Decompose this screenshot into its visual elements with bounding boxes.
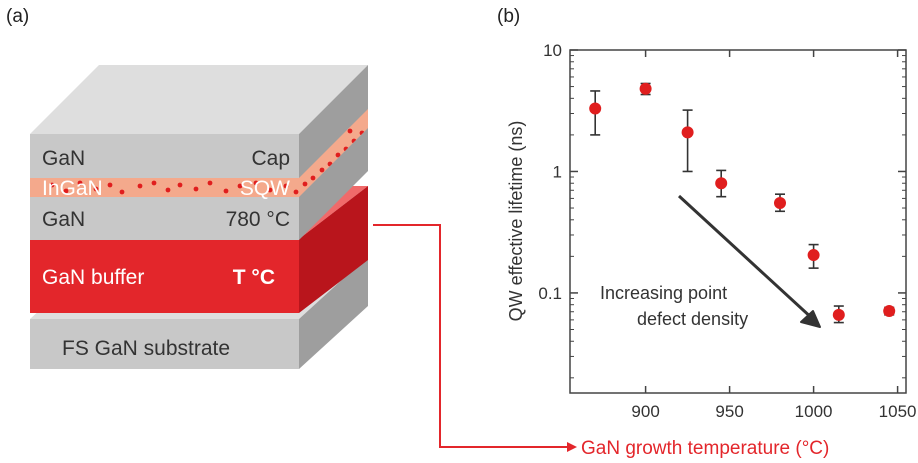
data-point — [832, 308, 845, 321]
qw-dot — [293, 189, 299, 195]
buffer-label: GaN buffer — [42, 266, 144, 289]
lifetime-chart: 900 950 1000 1050 0.1 1 10 QW effective lifeti… — [506, 41, 917, 459]
qw-dot — [237, 183, 243, 189]
qw-dot — [253, 180, 259, 186]
qw-dot — [137, 183, 143, 189]
cap-label: Cap — [251, 147, 290, 170]
panel-b-label: (b) — [497, 6, 520, 27]
qw-band — [30, 109, 368, 197]
y-tick-label: 1 — [553, 162, 562, 181]
barrier-material-label: GaN — [42, 208, 85, 231]
plot-frame — [569, 49, 907, 394]
qw-dot — [267, 187, 273, 193]
y-tick-label: 10 — [543, 41, 562, 60]
qw-dot — [165, 187, 171, 193]
qw-dot — [283, 183, 289, 189]
temperature-connector-arrow — [373, 224, 577, 452]
barrier-temperature-label: 780 °C — [226, 208, 290, 231]
qw-dot — [151, 180, 157, 186]
layer-stack-diagram: GaN Cap InGaN SQW GaN 780 °C GaN buffer … — [30, 65, 368, 369]
cap-material-label: GaN — [42, 147, 85, 170]
qw-dot — [335, 152, 341, 158]
x-tick-label: 900 — [631, 402, 659, 421]
qw-dot — [93, 186, 99, 192]
qw-dot — [319, 167, 325, 173]
data-point — [681, 126, 694, 139]
data-point — [589, 102, 602, 115]
x-tick-label: 950 — [715, 402, 743, 421]
annotation-line-2: defect density — [637, 309, 748, 329]
x-tick-label: 1050 — [879, 402, 917, 421]
x-axis-label: GaN growth temperature (°C) — [581, 438, 829, 459]
x-tick-label: 1000 — [795, 402, 833, 421]
data-point — [715, 177, 728, 190]
qw-dot — [310, 175, 316, 181]
panel-a-label: (a) — [6, 6, 29, 27]
substrate-label: FS GaN substrate — [62, 337, 230, 360]
qw-dot — [207, 180, 213, 186]
y-axis-label: QW effective lifetime (ns) — [506, 121, 526, 322]
data-point — [883, 304, 896, 317]
qw-dot — [77, 180, 83, 186]
qw-dot — [107, 182, 113, 188]
qw-dot — [302, 181, 308, 187]
data-points — [589, 82, 896, 324]
trend-arrow — [677, 194, 816, 322]
buffer-temperature-label: T °C — [233, 266, 275, 289]
y-tick-label: 0.1 — [538, 284, 562, 303]
qw-material-label: InGaN — [42, 177, 103, 200]
qw-dot — [177, 182, 183, 188]
qw-dot — [223, 188, 229, 194]
qw-label: SQW — [240, 177, 290, 200]
qw-dot — [347, 128, 353, 134]
qw-dot — [119, 189, 125, 195]
data-point — [807, 249, 820, 262]
data-point — [774, 196, 786, 209]
axis-ticks: 900 950 1000 1050 0.1 1 10 — [538, 41, 916, 421]
qw-dot — [193, 186, 199, 192]
qw-dot — [63, 188, 69, 194]
data-point — [639, 82, 652, 95]
annotation-line-1: Increasing point — [600, 283, 727, 303]
qw-dot — [49, 182, 55, 188]
trend-arrow-head — [800, 310, 821, 328]
